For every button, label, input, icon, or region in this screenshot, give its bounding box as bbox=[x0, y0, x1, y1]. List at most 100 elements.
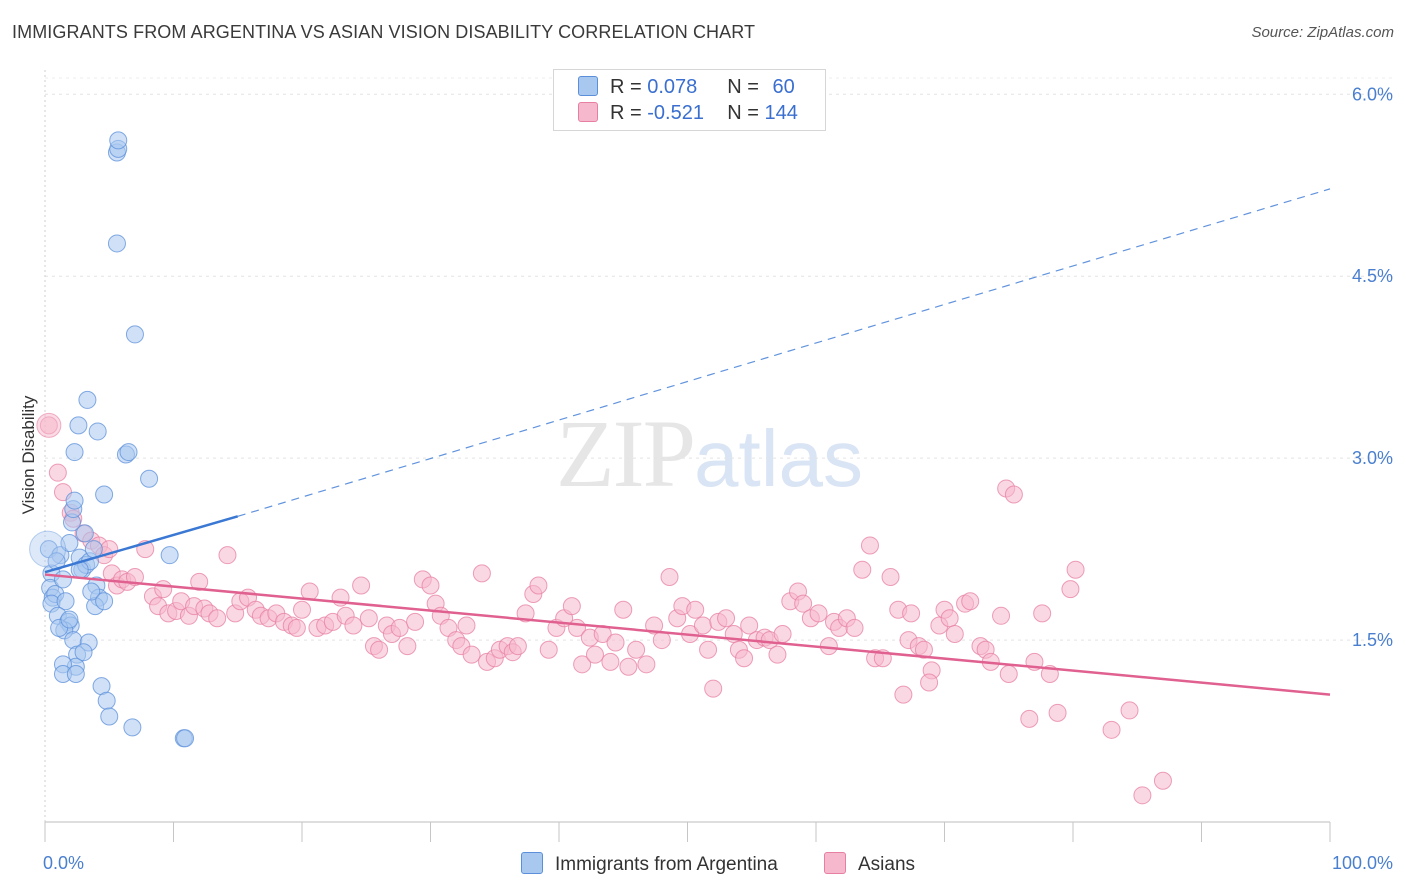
asians-points bbox=[36, 412, 1172, 805]
asians-point bbox=[516, 604, 535, 623]
argentina-point bbox=[65, 443, 84, 462]
legend-row-argentina: R = 0.078 N = 60 bbox=[578, 76, 795, 102]
asians-point bbox=[154, 580, 173, 599]
asians-point bbox=[619, 657, 638, 676]
asians-point bbox=[398, 637, 417, 656]
asians-point bbox=[562, 597, 581, 616]
argentina-point bbox=[60, 610, 79, 629]
argentina-point bbox=[107, 234, 126, 253]
grid-lines bbox=[45, 77, 1394, 641]
series-swatch-argentina bbox=[521, 852, 543, 874]
asians-point bbox=[704, 679, 723, 698]
argentina-point bbox=[140, 469, 159, 488]
asians-point bbox=[585, 645, 604, 664]
argentina-point bbox=[65, 491, 84, 510]
asians-point bbox=[208, 609, 227, 628]
series-legend: Immigrants from Argentina Asians bbox=[0, 852, 1406, 878]
asians-point bbox=[573, 655, 592, 674]
asians-point bbox=[940, 609, 959, 628]
watermark-zip: ZIP bbox=[556, 400, 696, 507]
asians-point bbox=[637, 655, 656, 674]
legend-n-label: N = bbox=[727, 102, 765, 124]
argentina-point bbox=[109, 131, 128, 150]
asians-point bbox=[287, 618, 306, 637]
series-swatch-asians bbox=[824, 852, 846, 874]
asians-point bbox=[1033, 604, 1052, 623]
asians-point bbox=[370, 640, 389, 659]
y-tick-label: 1.5% bbox=[1352, 630, 1393, 650]
asians-point bbox=[627, 640, 646, 659]
asians-point bbox=[660, 567, 679, 586]
asians-point bbox=[344, 616, 363, 635]
asians-point bbox=[853, 560, 872, 579]
chart-title: IMMIGRANTS FROM ARGENTINA VS ASIAN VISIO… bbox=[12, 22, 756, 42]
y-axis-label: Vision Disability bbox=[19, 395, 38, 514]
asians-point bbox=[508, 637, 527, 656]
asians-point bbox=[218, 546, 237, 565]
series-legend-argentina: Immigrants from Argentina bbox=[521, 852, 778, 876]
asians-point bbox=[1133, 786, 1152, 805]
asians-point bbox=[860, 536, 879, 555]
asians-point bbox=[961, 592, 980, 611]
argentina-point bbox=[95, 485, 114, 504]
trend-lines bbox=[44, 188, 1331, 696]
series-label-argentina: Immigrants from Argentina bbox=[555, 854, 778, 875]
asians-point bbox=[881, 567, 900, 586]
series-legend-asians: Asians bbox=[824, 852, 915, 876]
asians-point bbox=[794, 594, 813, 613]
argentina-points bbox=[29, 131, 195, 748]
y-tick-label: 6.0% bbox=[1352, 84, 1393, 104]
asians-point bbox=[999, 665, 1018, 684]
asians-point bbox=[1020, 709, 1039, 728]
asians-point bbox=[125, 567, 144, 586]
asians-point bbox=[1153, 771, 1172, 790]
asians-point bbox=[809, 604, 828, 623]
asians-point bbox=[845, 618, 864, 637]
asians-point bbox=[1004, 485, 1023, 504]
asians-point bbox=[614, 600, 633, 619]
argentina-point bbox=[53, 570, 72, 589]
axes bbox=[44, 70, 1331, 842]
argentina-point bbox=[60, 534, 79, 553]
asians-point bbox=[390, 618, 409, 637]
asians-point bbox=[421, 576, 440, 595]
asians-point bbox=[406, 612, 425, 631]
asians-point bbox=[36, 412, 62, 438]
asians-point bbox=[1102, 720, 1121, 739]
legend-n-value: 144 bbox=[764, 102, 798, 124]
asians-point bbox=[1061, 580, 1080, 599]
argentina-point bbox=[78, 390, 97, 409]
legend-swatch-argentina bbox=[578, 76, 598, 96]
asians-point bbox=[914, 640, 933, 659]
argentina-point bbox=[160, 546, 179, 565]
x-tick-label: 100.0% bbox=[1332, 853, 1393, 873]
argentina-point bbox=[74, 643, 93, 662]
y-tick-label: 3.0% bbox=[1352, 448, 1393, 468]
asians-point bbox=[773, 625, 792, 643]
asians-point bbox=[352, 576, 371, 595]
asians-point bbox=[920, 673, 939, 692]
watermark-atlas: atlas bbox=[694, 414, 863, 503]
argentina-point bbox=[69, 416, 88, 435]
legend-n-label: N = bbox=[727, 76, 765, 98]
x-tick-label: 0.0% bbox=[43, 853, 84, 873]
argentina-point bbox=[123, 718, 142, 737]
asians-point bbox=[472, 564, 491, 583]
asians-point bbox=[735, 649, 754, 668]
asians-point bbox=[462, 645, 481, 664]
asians-point bbox=[945, 625, 964, 643]
series-label-asians: Asians bbox=[858, 854, 916, 875]
asians-point bbox=[992, 606, 1011, 625]
asians-point bbox=[48, 463, 67, 482]
correlation-legend: R = 0.078 N = 60 R = -0.521 N = 144 bbox=[553, 69, 826, 131]
argentina-point bbox=[75, 524, 94, 543]
legend-swatch-asians bbox=[578, 102, 598, 122]
asians-point bbox=[902, 604, 921, 623]
argentina-trend-line bbox=[44, 515, 239, 574]
asians-point bbox=[359, 609, 378, 628]
argentina-point bbox=[29, 530, 67, 568]
argentina-point bbox=[176, 729, 195, 748]
asians-point bbox=[686, 600, 705, 619]
asians-point bbox=[190, 572, 209, 591]
asians-point bbox=[601, 652, 620, 671]
